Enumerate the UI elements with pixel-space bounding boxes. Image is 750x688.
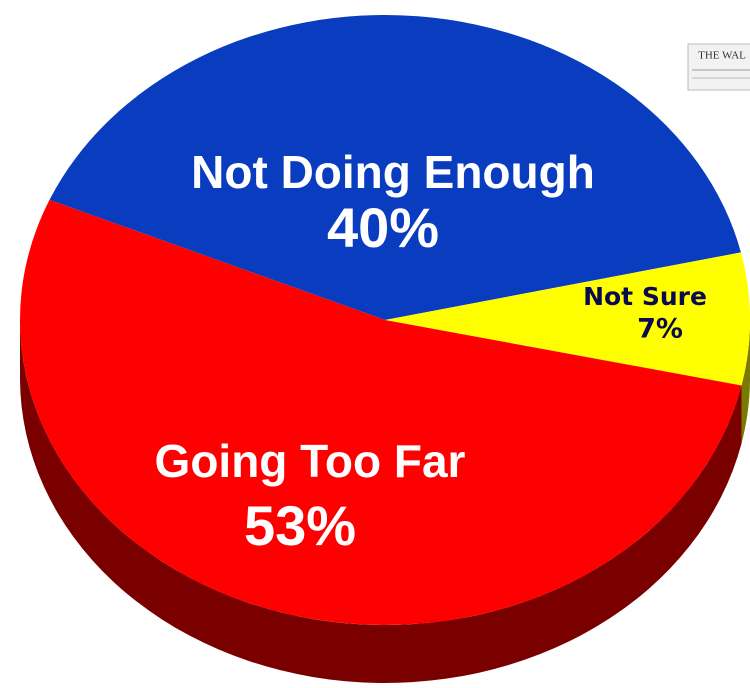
slice: [49, 14, 741, 321]
value-label: 53%: [244, 494, 356, 557]
slice-side: [20, 320, 742, 683]
slice: [385, 252, 750, 386]
logo-box: [687, 43, 750, 91]
slice-side: [741, 320, 750, 444]
logo-text: THE WAL: [698, 50, 746, 62]
slice: [19, 199, 742, 626]
slice-label: Going Too Far: [155, 435, 466, 487]
slice-label: Not Sure: [583, 282, 707, 311]
logo: THE WAL: [687, 43, 750, 91]
value-label: 40%: [327, 196, 439, 259]
slice-label: Not Doing Enough: [191, 146, 595, 198]
value-label: 7%: [637, 314, 683, 345]
